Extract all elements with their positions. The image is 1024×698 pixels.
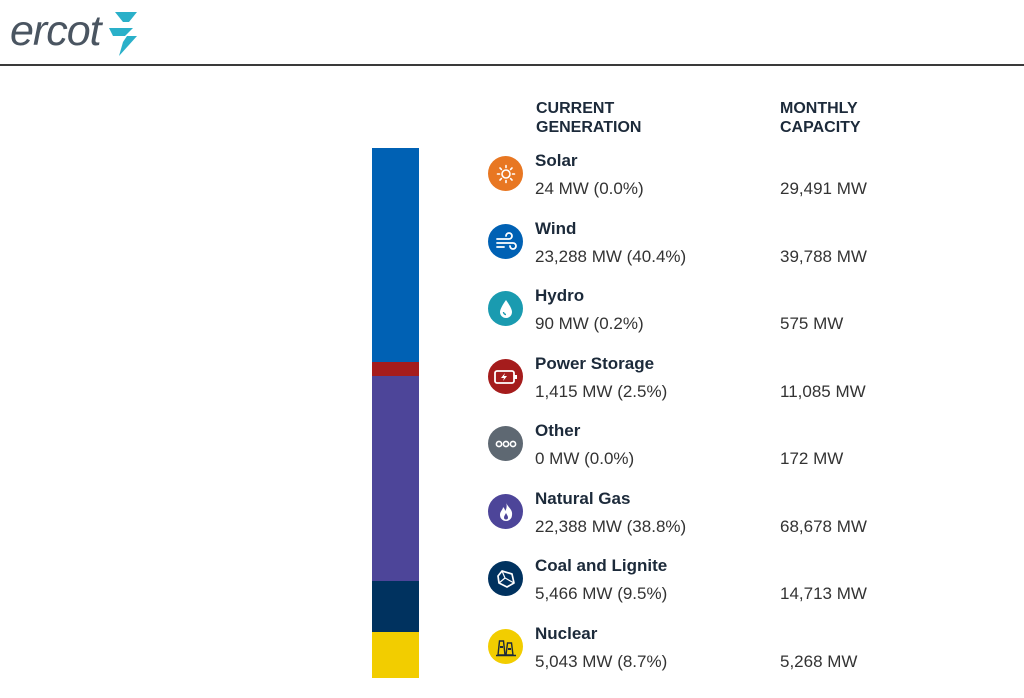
monthly-capacity-header: MONTHLY CAPACITY <box>780 100 861 136</box>
water-drop-icon <box>488 291 523 326</box>
wind-icon <box>488 224 523 259</box>
lightning-bolt-icon <box>108 12 137 56</box>
monthly-capacity-value: 575 MW <box>780 314 844 333</box>
current-generation-value: 1,415 MW (2.5%) <box>535 382 668 401</box>
bar-segment-coal-and-lignite <box>372 581 419 632</box>
fuel-name: Nuclear <box>535 624 598 643</box>
current-generation-value: 5,466 MW (9.5%) <box>535 584 668 603</box>
fuel-row-other[interactable]: Other 0 MW (0.0%) 172 MW <box>488 420 1008 480</box>
current-generation-header: CURRENT GENERATION <box>536 100 642 136</box>
current-generation-value: 23,288 MW (40.4%) <box>535 247 687 266</box>
monthly-capacity-value: 172 MW <box>780 449 844 468</box>
fuel-name: Solar <box>535 151 578 170</box>
fuel-row-solar[interactable]: Solar 24 MW (0.0%) 29,491 MW <box>488 150 1008 210</box>
monthly-capacity-value: 11,085 MW <box>780 382 866 401</box>
current-generation-value: 90 MW (0.2%) <box>535 314 644 333</box>
monthly-capacity-value: 29,491 MW <box>780 179 867 198</box>
fuel-row-power-storage[interactable]: Power Storage 1,415 MW (2.5%) 11,085 MW <box>488 353 1008 413</box>
fuel-row-nuclear[interactable]: Nuclear 5,043 MW (8.7%) 5,268 MW <box>488 623 1008 683</box>
fuel-row-natural-gas[interactable]: Natural Gas 22,388 MW (38.8%) 68,678 MW <box>488 488 1008 548</box>
bar-segment-wind <box>372 148 419 363</box>
nuclear-plant-icon <box>488 629 523 664</box>
bar-segment-natural-gas <box>372 375 419 582</box>
current-generation-value: 24 MW (0.0%) <box>535 179 644 198</box>
current-generation-value: 5,043 MW (8.7%) <box>535 652 668 671</box>
monthly-capacity-value: 14,713 MW <box>780 584 867 603</box>
fuel-row-wind[interactable]: Wind 23,288 MW (40.4%) 39,788 MW <box>488 218 1008 278</box>
flame-icon <box>488 494 523 529</box>
fuel-name: Wind <box>535 219 577 238</box>
fuel-name: Coal and Lignite <box>535 556 668 575</box>
coal-icon <box>488 561 523 596</box>
fuel-name: Hydro <box>535 286 585 305</box>
battery-icon <box>488 359 523 394</box>
ercot-logo[interactable]: ercot <box>10 4 143 58</box>
bar-segment-power-storage <box>372 362 419 376</box>
sun-icon <box>488 156 523 191</box>
current-generation-value: 22,388 MW (38.8%) <box>535 517 687 536</box>
bar-segment-nuclear <box>372 631 419 678</box>
ellipsis-icon <box>488 426 523 461</box>
logo-text: ercot <box>10 7 102 55</box>
monthly-capacity-value: 39,788 MW <box>780 247 867 266</box>
current-generation-value: 0 MW (0.0%) <box>535 449 635 468</box>
fuel-row-coal-and-lignite[interactable]: Coal and Lignite 5,466 MW (9.5%) 14,713 MW <box>488 555 1008 615</box>
monthly-capacity-value: 68,678 MW <box>780 517 867 536</box>
monthly-capacity-value: 5,268 MW <box>780 652 858 671</box>
fuel-row-hydro[interactable]: Hydro 90 MW (0.2%) 575 MW <box>488 285 1008 345</box>
fuel-name: Power Storage <box>535 354 655 373</box>
page-header: ercot <box>0 0 1024 66</box>
fuel-name: Natural Gas <box>535 489 631 508</box>
fuel-name: Other <box>535 421 581 440</box>
generation-mix-bar <box>372 148 419 678</box>
